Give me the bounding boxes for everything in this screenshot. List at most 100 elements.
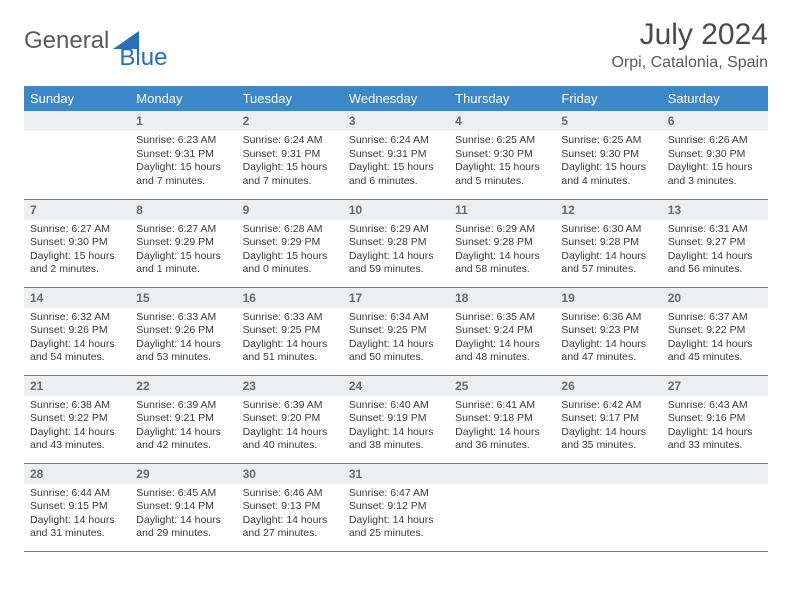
daylight-line2: and 36 minutes.	[455, 439, 549, 453]
sunset-text: Sunset: 9:16 PM	[668, 412, 762, 426]
sunrise-text: Sunrise: 6:25 AM	[561, 134, 655, 148]
sunrise-text: Sunrise: 6:36 AM	[561, 311, 655, 325]
daylight-line2: and 0 minutes.	[243, 263, 337, 277]
day-number: 7	[24, 200, 130, 220]
title-block: July 2024 Orpi, Catalonia, Spain	[611, 18, 768, 72]
daylight-line2: and 7 minutes.	[136, 175, 230, 189]
location: Orpi, Catalonia, Spain	[611, 54, 768, 72]
calendar-week: 14Sunrise: 6:32 AMSunset: 9:26 PMDayligh…	[24, 287, 768, 375]
day-body: Sunrise: 6:42 AMSunset: 9:17 PMDaylight:…	[555, 396, 661, 458]
calendar-cell: 13Sunrise: 6:31 AMSunset: 9:27 PMDayligh…	[662, 199, 768, 287]
daylight-line1: Daylight: 15 hours	[136, 161, 230, 175]
daylight-line1: Daylight: 14 hours	[243, 514, 337, 528]
calendar-cell: 29Sunrise: 6:45 AMSunset: 9:14 PMDayligh…	[130, 463, 236, 551]
logo-text-blue: Blue	[119, 44, 167, 72]
day-number: 17	[343, 288, 449, 308]
daylight-line2: and 4 minutes.	[561, 175, 655, 189]
day-body: Sunrise: 6:33 AMSunset: 9:25 PMDaylight:…	[237, 308, 343, 370]
daylight-line1: Daylight: 15 hours	[243, 161, 337, 175]
calendar-cell: 30Sunrise: 6:46 AMSunset: 9:13 PMDayligh…	[237, 463, 343, 551]
daylight-line2: and 56 minutes.	[668, 263, 762, 277]
daylight-line2: and 47 minutes.	[561, 351, 655, 365]
daylight-line2: and 43 minutes.	[30, 439, 124, 453]
calendar-cell: 27Sunrise: 6:43 AMSunset: 9:16 PMDayligh…	[662, 375, 768, 463]
daylight-line2: and 42 minutes.	[136, 439, 230, 453]
weekday-header: Wednesday	[343, 86, 449, 111]
calendar-cell: 16Sunrise: 6:33 AMSunset: 9:25 PMDayligh…	[237, 287, 343, 375]
calendar-cell: 8Sunrise: 6:27 AMSunset: 9:29 PMDaylight…	[130, 199, 236, 287]
daylight-line2: and 3 minutes.	[668, 175, 762, 189]
sunrise-text: Sunrise: 6:30 AM	[561, 223, 655, 237]
daylight-line1: Daylight: 15 hours	[136, 250, 230, 264]
calendar-cell: 12Sunrise: 6:30 AMSunset: 9:28 PMDayligh…	[555, 199, 661, 287]
daylight-line2: and 35 minutes.	[561, 439, 655, 453]
day-number-empty	[449, 464, 555, 484]
sunset-text: Sunset: 9:25 PM	[243, 324, 337, 338]
day-number: 14	[24, 288, 130, 308]
sunset-text: Sunset: 9:14 PM	[136, 500, 230, 514]
sunrise-text: Sunrise: 6:32 AM	[30, 311, 124, 325]
day-body: Sunrise: 6:29 AMSunset: 9:28 PMDaylight:…	[343, 220, 449, 282]
calendar-cell: 11Sunrise: 6:29 AMSunset: 9:28 PMDayligh…	[449, 199, 555, 287]
day-body: Sunrise: 6:41 AMSunset: 9:18 PMDaylight:…	[449, 396, 555, 458]
day-body: Sunrise: 6:39 AMSunset: 9:20 PMDaylight:…	[237, 396, 343, 458]
day-number: 24	[343, 376, 449, 396]
weekday-header: Monday	[130, 86, 236, 111]
calendar-cell: 18Sunrise: 6:35 AMSunset: 9:24 PMDayligh…	[449, 287, 555, 375]
calendar-cell: 20Sunrise: 6:37 AMSunset: 9:22 PMDayligh…	[662, 287, 768, 375]
sunset-text: Sunset: 9:13 PM	[243, 500, 337, 514]
day-number: 31	[343, 464, 449, 484]
daylight-line2: and 25 minutes.	[349, 527, 443, 541]
day-body: Sunrise: 6:26 AMSunset: 9:30 PMDaylight:…	[662, 131, 768, 193]
day-body: Sunrise: 6:31 AMSunset: 9:27 PMDaylight:…	[662, 220, 768, 282]
calendar-cell: 15Sunrise: 6:33 AMSunset: 9:26 PMDayligh…	[130, 287, 236, 375]
daylight-line2: and 27 minutes.	[243, 527, 337, 541]
daylight-line2: and 33 minutes.	[668, 439, 762, 453]
day-number: 13	[662, 200, 768, 220]
day-body: Sunrise: 6:36 AMSunset: 9:23 PMDaylight:…	[555, 308, 661, 370]
sunrise-text: Sunrise: 6:45 AM	[136, 487, 230, 501]
daylight-line1: Daylight: 15 hours	[349, 161, 443, 175]
day-number: 23	[237, 376, 343, 396]
sunset-text: Sunset: 9:26 PM	[30, 324, 124, 338]
sunset-text: Sunset: 9:29 PM	[136, 236, 230, 250]
daylight-line2: and 31 minutes.	[30, 527, 124, 541]
day-body: Sunrise: 6:25 AMSunset: 9:30 PMDaylight:…	[555, 131, 661, 193]
day-body: Sunrise: 6:25 AMSunset: 9:30 PMDaylight:…	[449, 131, 555, 193]
daylight-line2: and 40 minutes.	[243, 439, 337, 453]
daylight-line2: and 5 minutes.	[455, 175, 549, 189]
sunrise-text: Sunrise: 6:31 AM	[668, 223, 762, 237]
sunset-text: Sunset: 9:21 PM	[136, 412, 230, 426]
daylight-line2: and 53 minutes.	[136, 351, 230, 365]
day-number: 22	[130, 376, 236, 396]
day-number: 21	[24, 376, 130, 396]
daylight-line1: Daylight: 15 hours	[30, 250, 124, 264]
daylight-line1: Daylight: 14 hours	[455, 426, 549, 440]
daylight-line1: Daylight: 14 hours	[349, 250, 443, 264]
sunrise-text: Sunrise: 6:39 AM	[136, 399, 230, 413]
daylight-line1: Daylight: 14 hours	[561, 338, 655, 352]
daylight-line1: Daylight: 14 hours	[668, 426, 762, 440]
calendar-cell: 1Sunrise: 6:23 AMSunset: 9:31 PMDaylight…	[130, 111, 236, 199]
sunrise-text: Sunrise: 6:25 AM	[455, 134, 549, 148]
sunset-text: Sunset: 9:28 PM	[349, 236, 443, 250]
daylight-line1: Daylight: 14 hours	[30, 338, 124, 352]
sunrise-text: Sunrise: 6:35 AM	[455, 311, 549, 325]
sunset-text: Sunset: 9:31 PM	[349, 148, 443, 162]
day-number-empty	[24, 111, 130, 131]
day-number-empty	[555, 464, 661, 484]
sunset-text: Sunset: 9:26 PM	[136, 324, 230, 338]
day-number: 1	[130, 111, 236, 131]
daylight-line1: Daylight: 14 hours	[243, 426, 337, 440]
sunrise-text: Sunrise: 6:43 AM	[668, 399, 762, 413]
day-body: Sunrise: 6:32 AMSunset: 9:26 PMDaylight:…	[24, 308, 130, 370]
day-number: 28	[24, 464, 130, 484]
day-number: 26	[555, 376, 661, 396]
daylight-line1: Daylight: 14 hours	[561, 250, 655, 264]
sunset-text: Sunset: 9:22 PM	[30, 412, 124, 426]
sunset-text: Sunset: 9:31 PM	[136, 148, 230, 162]
calendar-cell	[24, 111, 130, 199]
daylight-line2: and 51 minutes.	[243, 351, 337, 365]
day-number: 30	[237, 464, 343, 484]
sunrise-text: Sunrise: 6:29 AM	[455, 223, 549, 237]
